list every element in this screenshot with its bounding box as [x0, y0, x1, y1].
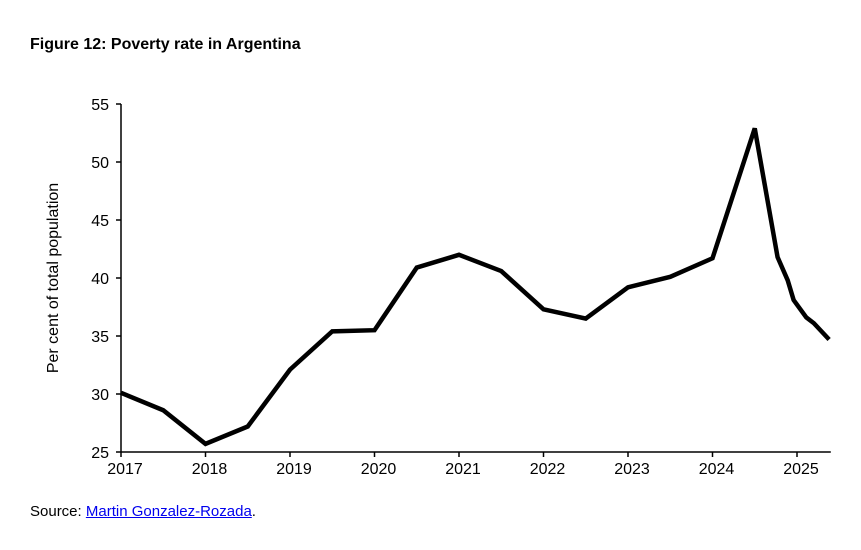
y-tick-label: 30: [91, 387, 109, 404]
x-tick-label: 2022: [530, 461, 566, 478]
x-tick-label: 2025: [783, 461, 819, 478]
source-prefix: Source:: [30, 503, 86, 520]
source-note: Source: Martin Gonzalez-Rozada.: [30, 503, 256, 520]
source-link[interactable]: Martin Gonzalez-Rozada: [85, 503, 252, 520]
source-suffix: .: [251, 503, 256, 520]
y-tick-label: 25: [91, 445, 109, 462]
y-axis-label: Per cent of total population: [45, 183, 62, 373]
x-tick-label: 2017: [107, 461, 143, 478]
y-tick-label: 50: [91, 155, 109, 172]
x-tick-label: 2024: [699, 461, 735, 478]
chart-title: Figure 12: Poverty rate in Argentina: [30, 36, 301, 53]
x-tick-label: 2020: [361, 461, 397, 478]
x-tick-label: 2019: [276, 461, 312, 478]
x-tick-label: 2023: [614, 461, 650, 478]
x-tick-label: 2018: [192, 461, 228, 478]
x-tick-label: 2021: [445, 461, 481, 478]
poverty-rate-line: [120, 127, 831, 447]
y-tick-label: 45: [91, 213, 109, 230]
y-tick-label: 35: [91, 329, 109, 346]
y-tick-label: 40: [91, 271, 109, 288]
y-tick-label: 55: [91, 97, 109, 114]
